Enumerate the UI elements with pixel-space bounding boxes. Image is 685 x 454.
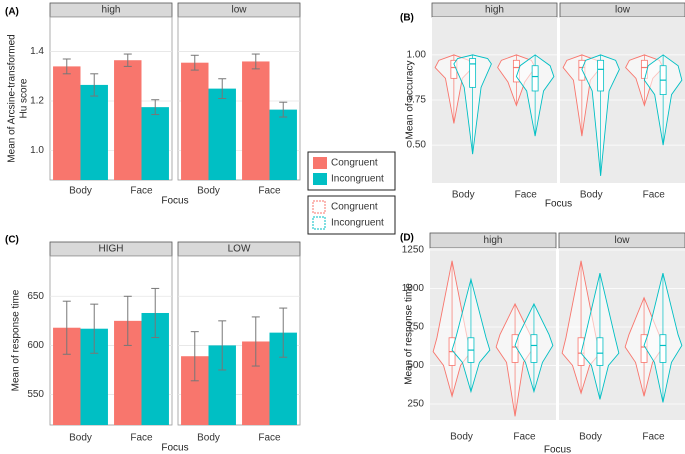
legend-label: Congruent — [331, 158, 378, 169]
legend-key — [313, 173, 327, 185]
x-tick-label: Body — [452, 190, 475, 201]
bar — [114, 60, 142, 180]
facet-label: low — [615, 5, 631, 16]
facet-label: high — [102, 5, 121, 16]
x-tick-label: Body — [197, 433, 220, 444]
y-tick-label: 250 — [407, 399, 424, 410]
bar — [181, 62, 209, 180]
bar — [141, 107, 169, 180]
legend-label: Congruent — [331, 202, 378, 213]
x-tick-label: Body — [69, 186, 92, 197]
y-tick-label: 0.75 — [407, 95, 427, 106]
bar — [242, 61, 270, 180]
legend-key — [312, 200, 326, 214]
legend-label: Incongruent — [331, 174, 384, 185]
x-tick-label: Face — [130, 433, 153, 444]
facet-label: low — [614, 235, 630, 246]
y-axis-label: Mean of response time — [404, 283, 415, 385]
bar — [80, 84, 108, 180]
legend-label: Incongruent — [331, 218, 384, 229]
y-axis-label: Hu score — [19, 78, 30, 118]
y-axis-label: Mean of accuracy — [405, 61, 416, 140]
x-axis-label: Focus — [161, 443, 188, 454]
y-tick-label: 550 — [27, 389, 44, 400]
panel-label: (C) — [5, 235, 19, 246]
legend-key — [312, 216, 326, 230]
panel-label: (B) — [400, 13, 414, 24]
x-tick-label: Body — [450, 432, 473, 443]
y-tick-label: 650 — [27, 291, 44, 302]
x-tick-label: Body — [579, 432, 602, 443]
y-axis-label: Mean of response time — [11, 289, 22, 391]
x-tick-label: Body — [580, 190, 603, 201]
y-tick-label: 500 — [407, 360, 424, 371]
x-tick-label: Face — [258, 433, 281, 444]
legend-key — [313, 157, 327, 169]
facet-label: low — [231, 5, 247, 16]
facet-label: LOW — [228, 244, 251, 255]
y-axis-label: Mean of Arcsine-transformed — [7, 34, 18, 162]
facet-label: high — [484, 235, 503, 246]
x-tick-label: Face — [130, 186, 153, 197]
y-tick-label: 1000 — [402, 283, 425, 294]
x-tick-label: Face — [642, 432, 665, 443]
box — [596, 337, 604, 366]
bar — [269, 109, 297, 180]
box — [597, 59, 605, 92]
y-tick-label: 1250 — [402, 245, 425, 256]
x-tick-label: Body — [197, 186, 220, 197]
x-axis-label: Focus — [161, 196, 188, 207]
y-tick-label: 1.2 — [30, 96, 44, 107]
y-tick-label: 1.4 — [30, 46, 44, 57]
x-tick-label: Face — [513, 432, 536, 443]
y-tick-label: 1.0 — [30, 145, 44, 156]
x-tick-label: Face — [643, 190, 666, 201]
facet-label: HIGH — [99, 244, 124, 255]
x-axis-label: Focus — [544, 445, 571, 454]
y-tick-label: 1.00 — [407, 50, 427, 61]
x-tick-label: Face — [515, 190, 538, 201]
box — [659, 334, 667, 363]
y-tick-label: 750 — [407, 322, 424, 333]
facet-label: high — [485, 5, 504, 16]
x-tick-label: Face — [258, 186, 281, 197]
box — [469, 58, 477, 88]
x-tick-label: Body — [69, 433, 92, 444]
x-axis-label: Focus — [545, 199, 572, 210]
bar — [53, 66, 81, 180]
box — [530, 334, 538, 363]
bar — [208, 88, 236, 180]
y-tick-label: 600 — [27, 340, 44, 351]
y-tick-label: 0.50 — [407, 140, 427, 151]
panel-label: (D) — [400, 233, 414, 244]
box — [531, 65, 539, 92]
panel-label: (A) — [5, 7, 19, 18]
